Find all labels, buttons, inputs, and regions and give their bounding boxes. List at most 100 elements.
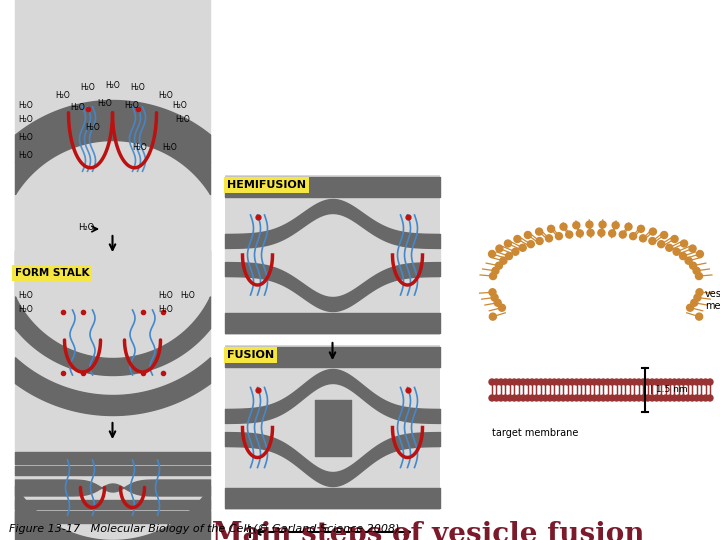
- Circle shape: [696, 273, 703, 280]
- Circle shape: [498, 304, 505, 311]
- Circle shape: [649, 238, 656, 245]
- Circle shape: [573, 222, 580, 229]
- Text: H₂O: H₂O: [97, 98, 112, 107]
- Circle shape: [631, 379, 637, 385]
- Circle shape: [600, 395, 606, 401]
- Circle shape: [587, 230, 594, 237]
- Circle shape: [685, 257, 692, 264]
- Circle shape: [511, 395, 517, 401]
- Text: H₂O: H₂O: [80, 84, 95, 92]
- Circle shape: [587, 395, 593, 401]
- Circle shape: [546, 379, 553, 385]
- Circle shape: [693, 379, 700, 385]
- Circle shape: [512, 248, 519, 255]
- Circle shape: [644, 395, 651, 401]
- Circle shape: [662, 379, 668, 385]
- Circle shape: [520, 379, 526, 385]
- Circle shape: [552, 395, 557, 401]
- Text: H₂O: H₂O: [172, 100, 186, 110]
- Circle shape: [640, 379, 647, 385]
- Text: H₂O: H₂O: [180, 291, 194, 300]
- Circle shape: [672, 379, 678, 385]
- Circle shape: [516, 379, 522, 385]
- Circle shape: [698, 379, 704, 385]
- Bar: [15, 265, 210, 415]
- Text: H₂O: H₂O: [78, 224, 94, 233]
- Circle shape: [627, 379, 633, 385]
- Circle shape: [703, 395, 708, 401]
- Circle shape: [595, 395, 602, 401]
- Text: H₂O: H₂O: [175, 116, 190, 125]
- Circle shape: [503, 379, 508, 385]
- Circle shape: [636, 379, 642, 385]
- Circle shape: [489, 251, 495, 258]
- Circle shape: [707, 379, 713, 385]
- Circle shape: [576, 230, 583, 237]
- Circle shape: [527, 241, 534, 248]
- Circle shape: [696, 313, 703, 320]
- Circle shape: [644, 379, 651, 385]
- Circle shape: [619, 231, 626, 238]
- Circle shape: [680, 395, 686, 401]
- Text: H₂O: H₂O: [18, 151, 32, 159]
- Circle shape: [618, 395, 624, 401]
- Circle shape: [587, 379, 593, 385]
- Circle shape: [493, 379, 500, 385]
- Circle shape: [649, 395, 655, 401]
- Circle shape: [490, 273, 497, 280]
- Text: H₂O: H₂O: [105, 80, 120, 90]
- Circle shape: [609, 379, 615, 385]
- Circle shape: [680, 253, 687, 260]
- Circle shape: [672, 395, 678, 401]
- Circle shape: [623, 379, 629, 385]
- Circle shape: [613, 379, 620, 385]
- Circle shape: [639, 235, 647, 242]
- Circle shape: [600, 379, 606, 385]
- Text: H₂O: H₂O: [55, 91, 70, 99]
- Circle shape: [595, 379, 602, 385]
- Circle shape: [489, 379, 495, 385]
- Circle shape: [514, 235, 521, 242]
- Circle shape: [505, 240, 511, 247]
- Circle shape: [694, 294, 701, 301]
- Circle shape: [591, 395, 598, 401]
- Circle shape: [685, 379, 690, 385]
- Circle shape: [505, 253, 513, 260]
- Circle shape: [609, 395, 615, 401]
- Circle shape: [671, 235, 678, 242]
- Circle shape: [689, 245, 696, 252]
- Circle shape: [489, 289, 496, 296]
- Circle shape: [661, 232, 667, 239]
- Circle shape: [490, 313, 496, 320]
- Text: H₂O: H₂O: [18, 100, 32, 110]
- Circle shape: [685, 395, 690, 401]
- Circle shape: [599, 221, 606, 228]
- Circle shape: [524, 232, 531, 239]
- Circle shape: [657, 241, 665, 248]
- Circle shape: [536, 228, 543, 235]
- Circle shape: [658, 395, 664, 401]
- Circle shape: [555, 233, 562, 240]
- Circle shape: [507, 395, 513, 401]
- Circle shape: [693, 267, 700, 274]
- Bar: [15, 450, 210, 525]
- Circle shape: [542, 379, 549, 385]
- Circle shape: [494, 299, 501, 306]
- Circle shape: [667, 379, 673, 385]
- Circle shape: [662, 395, 668, 401]
- Circle shape: [640, 395, 647, 401]
- Circle shape: [598, 230, 605, 237]
- Circle shape: [690, 262, 696, 269]
- Circle shape: [689, 379, 696, 385]
- Text: H₂O: H₂O: [124, 100, 139, 110]
- Circle shape: [529, 379, 535, 385]
- Circle shape: [605, 395, 611, 401]
- Circle shape: [516, 395, 522, 401]
- Text: H₂O: H₂O: [130, 84, 145, 92]
- Circle shape: [676, 379, 682, 385]
- Circle shape: [578, 379, 584, 385]
- Circle shape: [507, 379, 513, 385]
- Circle shape: [574, 395, 580, 401]
- Circle shape: [538, 395, 544, 401]
- Circle shape: [560, 379, 566, 385]
